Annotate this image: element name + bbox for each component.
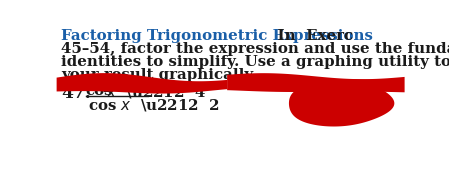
Polygon shape xyxy=(289,80,394,126)
Text: 47.: 47. xyxy=(61,85,91,102)
Text: 45–54, factor the expression and use the fundame: 45–54, factor the expression and use the… xyxy=(61,42,449,56)
Text: $\mathbf{^2}$: $\mathbf{^2}$ xyxy=(102,84,110,98)
Text: cos $x$  \u2212  2: cos $x$ \u2212 2 xyxy=(88,97,220,113)
Text: $x$  \u2212  4: $x$ \u2212 4 xyxy=(106,84,207,100)
Text: your result graphically.: your result graphically. xyxy=(61,68,256,82)
Text: In  Exerc: In Exerc xyxy=(267,29,353,43)
Text: identities to simplify. Use a graphing utility to cl: identities to simplify. Use a graphing u… xyxy=(61,55,449,69)
Text: Factoring Trigonometric Expressions: Factoring Trigonometric Expressions xyxy=(61,29,373,43)
Text: cos: cos xyxy=(86,84,113,98)
